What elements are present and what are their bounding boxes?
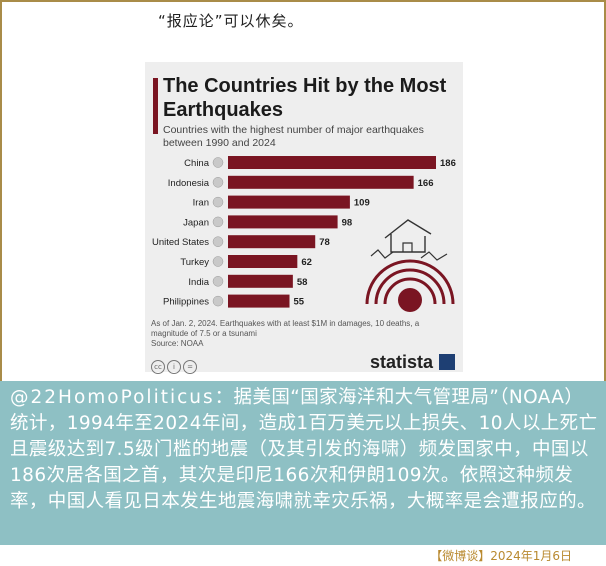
brand-mark-icon: [439, 354, 455, 370]
category-label: Philippines: [163, 297, 209, 308]
flag-icon: [212, 157, 224, 168]
category-label: Japan: [183, 217, 209, 228]
footer: 【微博谈】2024年1月6日: [0, 545, 606, 566]
equals-icon: =: [183, 360, 197, 374]
category-label: China: [184, 158, 210, 169]
brand-logo: statista: [369, 352, 433, 372]
category-label: Iran: [193, 198, 209, 209]
flag-icon: [212, 256, 224, 267]
chart-title: The Countries Hit by the Most Earthquake…: [163, 75, 447, 121]
category-label: United States: [152, 237, 209, 248]
chart-note: As of Jan. 2, 2024. Earthquakes with at …: [151, 319, 420, 348]
category-label: India: [188, 277, 209, 288]
flag-icon: [212, 236, 224, 247]
post-body: @22HomoPoliticus：据美国“国家海洋和大气管理局”（NOAA）统计…: [10, 385, 598, 515]
bar-value-label: 186: [440, 158, 456, 169]
attribution-icon: i: [167, 360, 181, 374]
bar: [228, 274, 293, 288]
license-icons: cc i =: [151, 354, 199, 374]
bar: [228, 294, 290, 308]
category-label: Turkey: [180, 257, 209, 268]
intro-text: “报应论”可以休矣。: [158, 12, 304, 30]
title-accent-bar: [153, 78, 158, 134]
bar-value-label: 62: [301, 257, 312, 268]
footer-tag: 【微博谈】2024年1月6日: [430, 549, 572, 563]
bar-value-label: 58: [297, 277, 308, 288]
bar: [228, 175, 414, 189]
post-text: ：据美国“国家海洋和大气管理局”（NOAA）统计，1994年至2024年间，造成…: [10, 387, 598, 512]
bar: [228, 156, 436, 169]
earthquake-house-icon: [365, 219, 455, 312]
bar-value-label: 98: [342, 217, 353, 228]
bar: [228, 235, 316, 249]
bar: [228, 255, 298, 268]
chart-subtitle: Countries with the highest number of maj…: [163, 124, 424, 149]
flag-icon: [212, 196, 224, 208]
flag-icon: [212, 216, 224, 228]
bar: [228, 195, 350, 209]
bar-value-label: 166: [418, 178, 434, 189]
post-box: @22HomoPoliticus：据美国“国家海洋和大气管理局”（NOAA）统计…: [0, 381, 606, 545]
flag-icon: [212, 276, 224, 287]
chart-card: The Countries Hit by the Most Earthquake…: [145, 62, 463, 374]
flag-icon: [212, 177, 224, 188]
cc-icon: cc: [151, 360, 165, 374]
flag-icon: [212, 295, 224, 307]
bar-value-label: 109: [354, 198, 370, 209]
post-handle[interactable]: @22HomoPoliticus: [10, 387, 215, 408]
category-label: Indonesia: [168, 178, 210, 189]
bar-value-label: 55: [294, 297, 305, 308]
bar-chart: China 186 Indonesia 166 Iran 109 Japan 98 United…: [152, 156, 456, 308]
bar-value-label: 78: [319, 237, 330, 248]
bar: [228, 215, 338, 229]
chart-source: Source: NOAA: [151, 339, 204, 348]
